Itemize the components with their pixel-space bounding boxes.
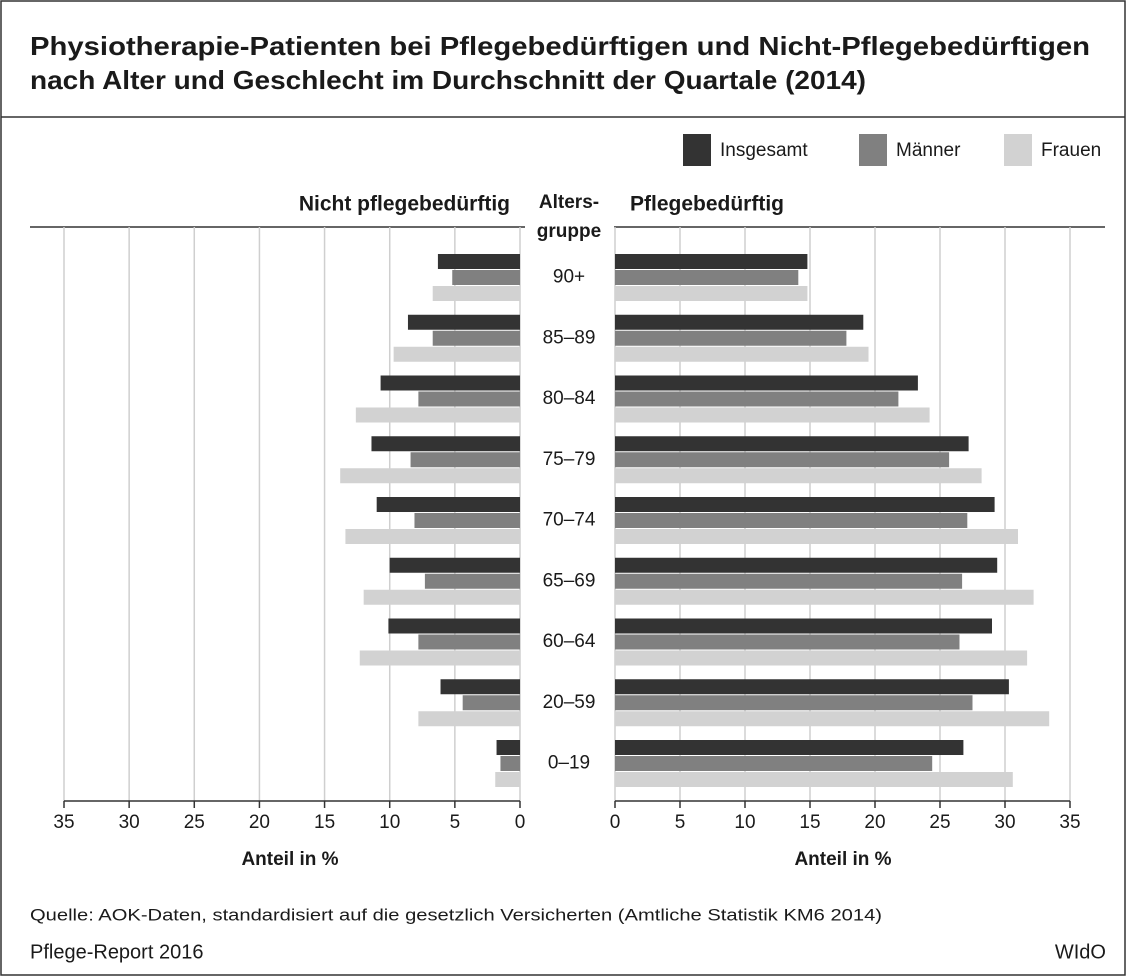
bar bbox=[418, 634, 520, 650]
bar bbox=[424, 573, 520, 589]
bar bbox=[615, 756, 933, 771]
bar bbox=[432, 286, 520, 301]
bar bbox=[615, 375, 918, 391]
category-label: 75–79 bbox=[543, 449, 596, 470]
category-label: 85–89 bbox=[543, 327, 596, 348]
category-label: gruppe bbox=[537, 221, 601, 242]
category-label: 60–64 bbox=[543, 631, 596, 652]
bar bbox=[500, 756, 520, 771]
bar bbox=[376, 497, 520, 512]
category-label: 70–74 bbox=[543, 510, 596, 531]
legend-swatch bbox=[683, 134, 711, 166]
bar bbox=[615, 695, 973, 711]
category-label: 65–69 bbox=[543, 570, 596, 591]
category-label: Alters- bbox=[539, 192, 599, 213]
bar bbox=[440, 679, 520, 695]
x-tick-label: 25 bbox=[184, 812, 205, 833]
x-tick-label: 5 bbox=[675, 812, 686, 833]
panel-title: Pflegebedürftig bbox=[630, 193, 784, 216]
category-label: 0–19 bbox=[548, 753, 590, 774]
bar bbox=[615, 452, 950, 468]
bar bbox=[388, 618, 520, 634]
bar bbox=[407, 314, 520, 330]
panel-title: Nicht pflegebedürftig bbox=[299, 193, 510, 216]
bar bbox=[363, 589, 520, 605]
bar bbox=[615, 573, 963, 589]
legend-label: Insgesamt bbox=[720, 140, 808, 161]
legend-label: Frauen bbox=[1041, 140, 1101, 161]
bar bbox=[615, 557, 998, 573]
bar bbox=[414, 513, 520, 528]
legend-swatch bbox=[859, 134, 887, 166]
bar bbox=[615, 330, 847, 346]
x-tick-label: 30 bbox=[994, 812, 1015, 833]
x-tick-label: 10 bbox=[379, 812, 400, 833]
bar bbox=[615, 270, 799, 285]
bar bbox=[615, 286, 808, 301]
source: Quelle: AOK-Daten, standardisiert auf di… bbox=[30, 905, 882, 924]
chart-title: nach Alter und Geschlecht im Durchschnit… bbox=[30, 65, 866, 95]
bar bbox=[615, 618, 992, 634]
x-tick-label: 35 bbox=[1059, 812, 1080, 833]
bar bbox=[615, 772, 1013, 787]
bar bbox=[615, 650, 1028, 666]
bar bbox=[615, 529, 1018, 544]
bar bbox=[615, 407, 930, 423]
bar bbox=[345, 529, 520, 544]
bar bbox=[495, 772, 520, 787]
x-tick-label: 35 bbox=[53, 812, 74, 833]
category-label: 90+ bbox=[553, 267, 585, 288]
category-label: 80–84 bbox=[543, 388, 596, 409]
bar bbox=[496, 740, 520, 755]
bar bbox=[380, 375, 520, 391]
bar bbox=[355, 407, 520, 423]
bar bbox=[615, 346, 869, 362]
category-label: 20–59 bbox=[543, 692, 596, 713]
x-tick-label: 15 bbox=[314, 812, 335, 833]
x-tick-label: 0 bbox=[515, 812, 526, 833]
x-axis-label: Anteil in % bbox=[241, 849, 338, 870]
bar bbox=[615, 436, 969, 452]
bar bbox=[452, 270, 520, 285]
bar bbox=[437, 254, 520, 269]
bar bbox=[615, 634, 960, 650]
bar bbox=[615, 740, 964, 755]
bar bbox=[615, 589, 1034, 605]
bar bbox=[615, 513, 968, 528]
footer-left: Pflege-Report 2016 bbox=[30, 941, 203, 963]
x-tick-label: 25 bbox=[929, 812, 950, 833]
bar bbox=[410, 452, 520, 468]
bar bbox=[615, 468, 982, 484]
bar bbox=[615, 679, 1009, 695]
x-tick-label: 10 bbox=[734, 812, 755, 833]
bar bbox=[615, 497, 995, 512]
legend-swatch bbox=[1004, 134, 1032, 166]
bar bbox=[340, 468, 520, 484]
legend-label: Männer bbox=[896, 140, 961, 161]
x-tick-label: 5 bbox=[450, 812, 461, 833]
bar bbox=[432, 330, 520, 346]
x-tick-label: 30 bbox=[119, 812, 140, 833]
x-tick-label: 0 bbox=[610, 812, 621, 833]
bar bbox=[615, 711, 1050, 727]
bar bbox=[615, 314, 864, 330]
bar bbox=[418, 711, 520, 727]
bar bbox=[389, 557, 520, 573]
footer-right: WIdO bbox=[1055, 941, 1106, 963]
bar bbox=[462, 695, 520, 711]
bar bbox=[371, 436, 520, 452]
bar bbox=[359, 650, 520, 666]
bar bbox=[615, 391, 899, 407]
x-tick-label: 20 bbox=[249, 812, 270, 833]
x-axis-label: Anteil in % bbox=[794, 849, 891, 870]
bar bbox=[393, 346, 520, 362]
bar bbox=[615, 254, 808, 269]
chart-title: Physiotherapie-Patienten bei Pflegebedür… bbox=[30, 31, 1090, 61]
x-tick-label: 15 bbox=[799, 812, 820, 833]
bar bbox=[418, 391, 520, 407]
x-tick-label: 20 bbox=[864, 812, 885, 833]
